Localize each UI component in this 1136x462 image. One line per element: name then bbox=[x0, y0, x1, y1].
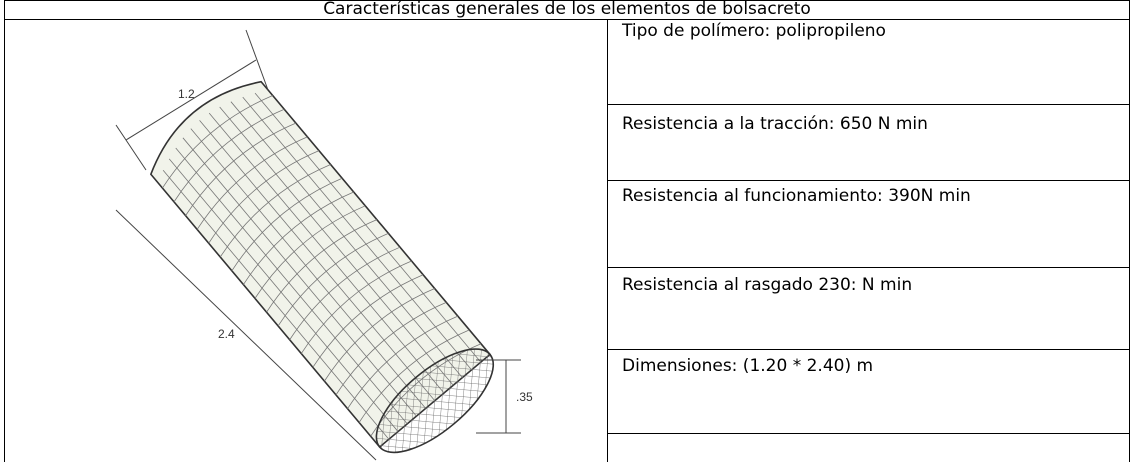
table-title: Características generales de los element… bbox=[323, 0, 811, 19]
dimension-label: .35 bbox=[516, 390, 533, 404]
mesh-line bbox=[168, 158, 399, 432]
mesh-line bbox=[324, 288, 435, 382]
border bbox=[4, 19, 1130, 20]
mesh-line bbox=[185, 122, 297, 216]
mesh-line bbox=[243, 191, 354, 285]
mesh-line bbox=[162, 95, 273, 189]
border bbox=[607, 267, 1130, 268]
mesh-line bbox=[182, 137, 417, 417]
border bbox=[607, 349, 1130, 350]
mesh-line bbox=[230, 101, 463, 378]
border bbox=[607, 104, 1130, 105]
cell: Resistencia al rasgado 230: N min bbox=[622, 275, 913, 295]
mesh-line bbox=[219, 106, 454, 386]
mesh-line bbox=[196, 136, 308, 230]
mesh-line bbox=[300, 260, 412, 354]
border bbox=[607, 19, 608, 462]
cell: Resistencia al funcionamiento: 390N min bbox=[622, 186, 971, 206]
mesh-line bbox=[242, 96, 472, 371]
mesh-line bbox=[162, 169, 390, 440]
border bbox=[607, 433, 1130, 434]
dimension-lines bbox=[115, 29, 521, 461]
border bbox=[4, 0, 5, 462]
bag bbox=[149, 80, 495, 454]
mesh-line bbox=[175, 147, 408, 425]
mesh-line bbox=[254, 205, 366, 299]
mesh-line bbox=[173, 108, 285, 203]
border bbox=[1129, 0, 1130, 462]
mesh-line bbox=[266, 219, 378, 313]
dimension-label: 2.4 bbox=[218, 327, 235, 341]
mesh-line bbox=[358, 329, 470, 423]
cell: Resistencia a la tracción: 650 N min bbox=[622, 114, 928, 134]
bag-figure: 1.2 2.4 .35 bbox=[115, 29, 533, 461]
mesh-line bbox=[347, 315, 459, 409]
border bbox=[607, 180, 1130, 181]
mesh-line bbox=[219, 164, 331, 258]
mesh-line bbox=[208, 150, 320, 244]
border bbox=[4, 0, 1130, 1]
mesh-line bbox=[254, 92, 482, 363]
dimension-label: 1.2 bbox=[178, 87, 195, 101]
mesh-line bbox=[312, 274, 424, 368]
cell: Tipo de polímero: polipropileno bbox=[622, 21, 886, 41]
mesh-line bbox=[335, 301, 447, 396]
mesh-line bbox=[231, 177, 343, 272]
mesh-line bbox=[277, 233, 389, 327]
cell: Dimensiones: (1.20 * 2.40) m bbox=[622, 356, 874, 376]
mesh-line bbox=[289, 246, 401, 340]
